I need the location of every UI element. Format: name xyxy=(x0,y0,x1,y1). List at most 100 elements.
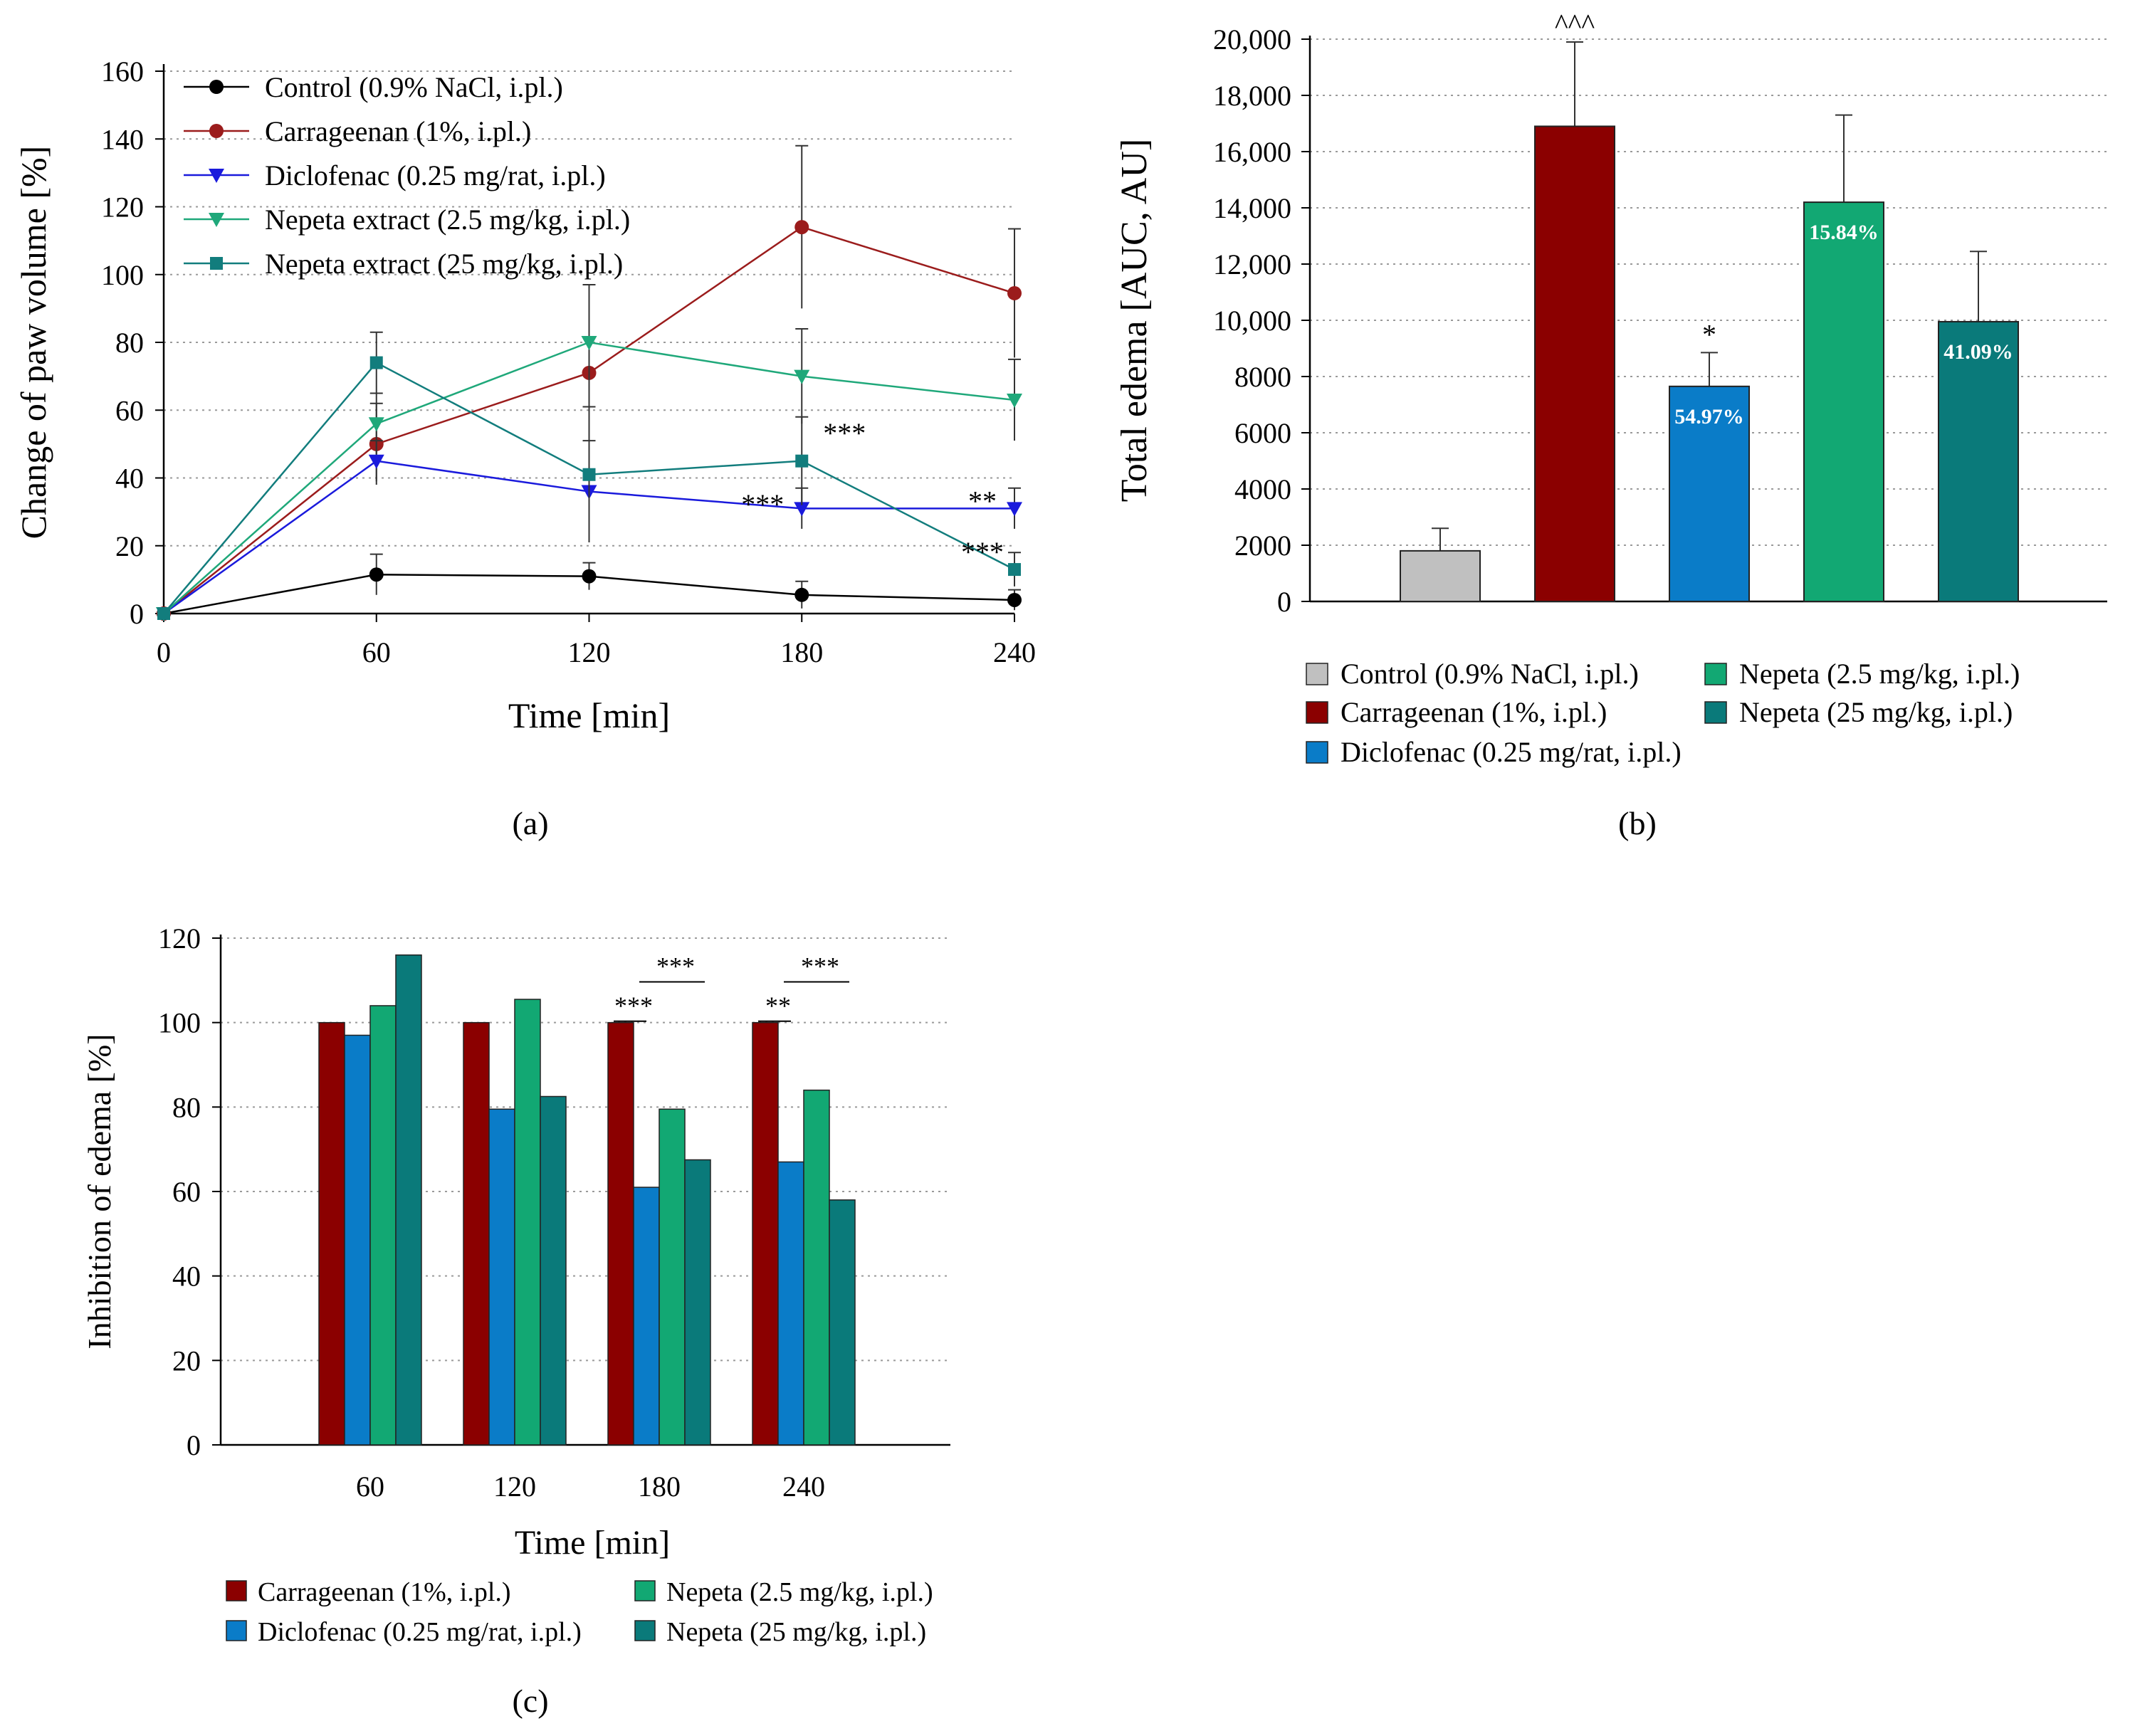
a-significance-mark: ** xyxy=(968,485,997,517)
b-bar-group: ^^^ xyxy=(1534,8,1615,602)
c-ytick-label: 40 xyxy=(172,1261,201,1293)
b-ytick-label: 14,000 xyxy=(1213,192,1291,224)
a-legend-entry: Nepeta extract (2.5 mg/kg, i.pl.) xyxy=(265,204,630,236)
c-ytick-label: 100 xyxy=(158,1007,201,1039)
a-data-point xyxy=(157,607,170,620)
c-xtick-label: 60 xyxy=(356,1471,384,1503)
a-legend-marker xyxy=(209,169,224,183)
panel-c-bar-chart: 0 20 40 60 80 100 120 Inhibition of edema [%] Ti… xyxy=(81,922,950,1647)
c-bar xyxy=(318,1021,345,1446)
a-ytick-label: 60 xyxy=(115,394,144,426)
a-ytick-label: 20 xyxy=(115,530,144,562)
a-legend-entry: Carrageenan (1%, i.pl.) xyxy=(265,115,531,147)
a-legend-entry: Nepeta extract (25 mg/kg, i.pl.) xyxy=(265,248,623,280)
b-legend-entry: Control (0.9% NaCl, i.pl.) xyxy=(1341,658,1639,690)
a-data-point xyxy=(794,220,809,235)
a-series-0 xyxy=(157,553,1022,621)
c-bar xyxy=(488,1108,515,1446)
a-legend-marker xyxy=(209,124,224,138)
a-data-point xyxy=(582,468,596,481)
b-bar xyxy=(1938,320,2019,602)
c-xtick-label: 240 xyxy=(782,1471,825,1503)
b-ytick-label: 0 xyxy=(1277,586,1291,618)
c-xtick-label: 180 xyxy=(638,1471,681,1503)
c-ytick-label: 20 xyxy=(172,1345,201,1377)
c-legend-swatch xyxy=(226,1620,247,1641)
a-ytick-label: 80 xyxy=(115,327,144,359)
b-legend-entry: Carrageenan (1%, i.pl.) xyxy=(1341,696,1607,728)
panel-a-line-chart: 0 20 40 60 80 100 120 140 160 0 60 120 180 240 Time [m… xyxy=(14,56,1036,735)
a-legend-marker xyxy=(209,213,224,227)
a-significance-mark: *** xyxy=(961,536,1004,568)
b-significance-mark: * xyxy=(1702,318,1716,350)
panel-label-a: (a) xyxy=(512,805,548,841)
c-bar xyxy=(607,1021,634,1446)
c-bar xyxy=(540,1095,567,1446)
c-legend-swatch xyxy=(226,1580,247,1601)
c-legend-swatch xyxy=(634,1580,656,1601)
c-legend-entry: Diclofenac (0.25 mg/rat, i.pl.) xyxy=(258,1617,582,1647)
a-x-axis-title: Time [min] xyxy=(508,695,670,735)
a-ytick-label: 0 xyxy=(130,598,144,630)
a-data-point xyxy=(795,454,809,468)
panel-label-c: (c) xyxy=(512,1683,548,1719)
a-legend-marker xyxy=(210,257,223,270)
c-significance-mark: *** xyxy=(614,991,653,1020)
a-y-axis-title: Change of paw volume [%] xyxy=(14,146,53,540)
c-legend-entry: Carrageenan (1%, i.pl.) xyxy=(258,1577,511,1607)
b-bar-group: 15.84% xyxy=(1803,114,1884,603)
a-data-point xyxy=(794,369,810,384)
c-significance-mark: *** xyxy=(801,952,839,980)
a-xtick-label: 120 xyxy=(568,636,611,668)
c-bar xyxy=(395,954,422,1446)
c-bar xyxy=(803,1089,830,1446)
a-data-point xyxy=(368,454,384,469)
a-ytick-label: 120 xyxy=(101,191,144,223)
c-ytick-label: 0 xyxy=(187,1429,201,1461)
a-xtick-label: 60 xyxy=(362,636,391,668)
b-bar xyxy=(1803,201,1884,603)
b-bar-group: 41.09% xyxy=(1938,251,2019,602)
a-data-point xyxy=(581,336,597,350)
c-bar xyxy=(684,1159,711,1446)
a-data-point xyxy=(369,567,384,582)
b-legend-entry: Nepeta (25 mg/kg, i.pl.) xyxy=(1739,696,2013,728)
a-ytick-label: 140 xyxy=(101,123,144,155)
b-ytick-label: 18,000 xyxy=(1213,80,1291,112)
c-bar xyxy=(514,999,541,1446)
a-data-point xyxy=(368,417,384,432)
b-bar-label: 54.97% xyxy=(1674,405,1744,428)
b-ytick-label: 12,000 xyxy=(1213,248,1291,280)
a-data-point xyxy=(1007,285,1022,300)
a-ytick-label: 100 xyxy=(101,259,144,291)
c-bar xyxy=(752,1021,779,1446)
c-ytick-label: 80 xyxy=(172,1091,201,1123)
c-significance-mark: ** xyxy=(765,991,791,1020)
a-data-point xyxy=(794,587,809,602)
panel-label-b: (b) xyxy=(1618,805,1657,841)
b-bar xyxy=(1400,549,1481,603)
c-bar xyxy=(633,1187,660,1446)
b-legend-swatch xyxy=(1306,701,1328,724)
c-legend-swatch xyxy=(634,1620,656,1641)
c-y-axis-title: Inhibition of edema [%] xyxy=(81,1033,117,1349)
a-ytick-label: 40 xyxy=(115,463,144,495)
b-bar xyxy=(1534,125,1615,602)
a-xtick-label: 180 xyxy=(780,636,823,668)
a-xtick-label: 0 xyxy=(157,636,171,668)
c-bar xyxy=(829,1199,856,1446)
b-bar xyxy=(1669,385,1750,602)
c-bar xyxy=(344,1034,371,1446)
b-legend-entry: Nepeta (2.5 mg/kg, i.pl.) xyxy=(1739,658,2020,690)
c-ytick-label: 60 xyxy=(172,1176,201,1208)
c-x-axis-title: Time [min] xyxy=(515,1524,670,1562)
a-significance-mark: *** xyxy=(741,488,784,520)
c-bar xyxy=(777,1161,804,1446)
b-bar-group: 54.97% * xyxy=(1669,318,1750,602)
b-ytick-label: 8000 xyxy=(1234,361,1291,393)
b-legend-swatch xyxy=(1704,701,1727,724)
a-data-point xyxy=(1007,592,1022,607)
a-legend-entry: Control (0.9% NaCl, i.pl.) xyxy=(265,71,563,103)
b-ytick-label: 4000 xyxy=(1234,473,1291,505)
